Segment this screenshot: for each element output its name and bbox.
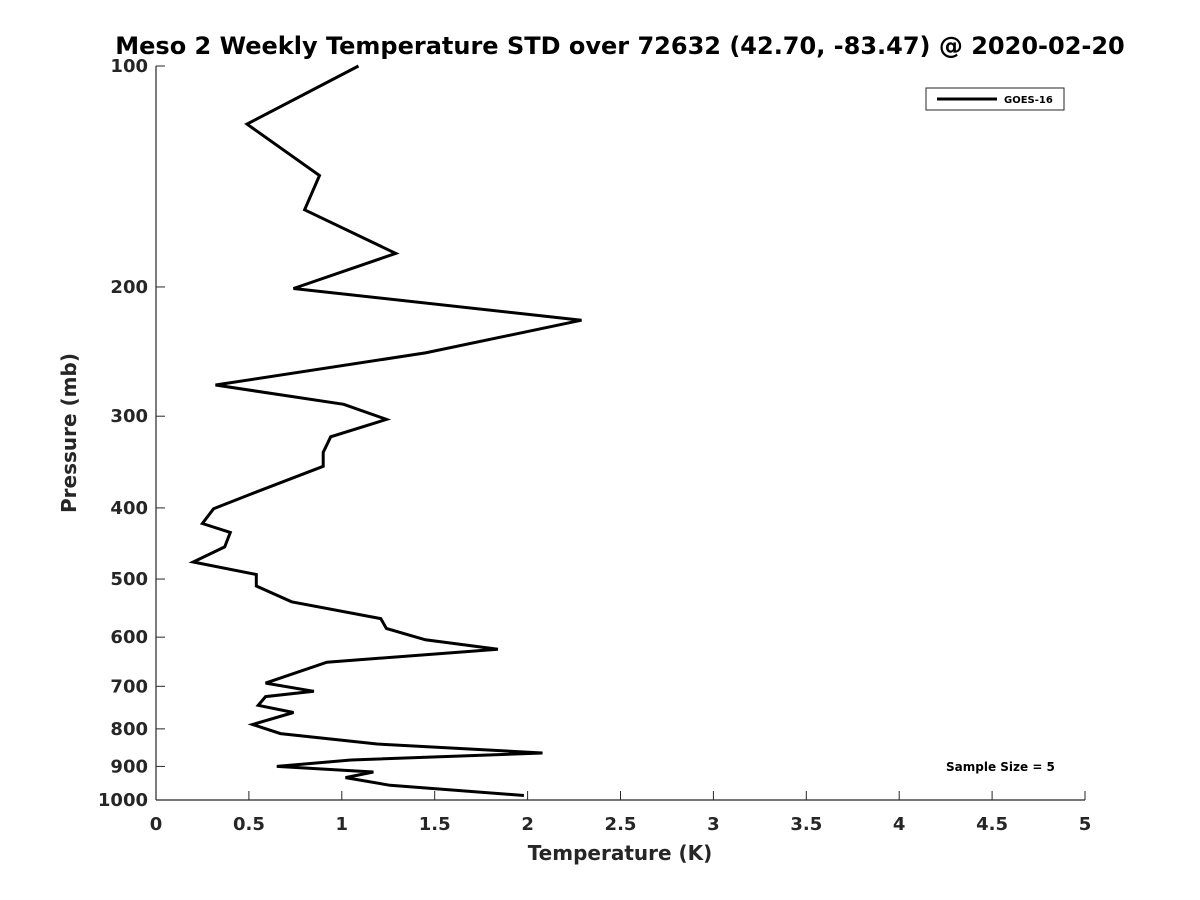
y-tick-label: 700 xyxy=(110,676,148,697)
y-axis-label: Pressure (mb) xyxy=(57,353,81,513)
y-tick-label: 800 xyxy=(110,719,148,740)
x-tick-label: 4 xyxy=(893,814,906,835)
y-tick-label: 900 xyxy=(110,756,148,777)
x-tick-label: 3 xyxy=(707,814,720,835)
x-tick-label: 4.5 xyxy=(976,814,1008,835)
y-tick-label: 1000 xyxy=(98,790,148,811)
x-tick-label: 3.5 xyxy=(790,814,822,835)
legend: GOES-16 xyxy=(925,87,1065,111)
y-tick-label: 200 xyxy=(110,277,148,298)
x-tick-label: 0 xyxy=(150,814,163,835)
x-tick-label: 2 xyxy=(521,814,534,835)
sample-size-annotation: Sample Size = 5 xyxy=(946,760,1055,774)
y-axis-ticks: 100 200 300 400 500 600 700 800 900 1000 xyxy=(98,56,165,811)
y-tick-label: 100 xyxy=(110,56,148,77)
series-line-goes-16 xyxy=(188,64,582,797)
x-tick-label: 0.5 xyxy=(233,814,265,835)
x-tick-label: 5 xyxy=(1079,814,1092,835)
x-tick-label: 1.5 xyxy=(419,814,451,835)
x-axis-ticks: 0 0.5 1 1.5 2 2.5 3 3.5 4 4.5 5 xyxy=(150,791,1092,835)
chart-title: Meso 2 Weekly Temperature STD over 72632… xyxy=(115,32,1125,60)
x-axis-label: Temperature (K) xyxy=(528,841,713,865)
x-tick-label: 1 xyxy=(336,814,349,835)
y-tick-label: 500 xyxy=(110,569,148,590)
y-tick-label: 400 xyxy=(110,498,148,519)
y-tick-label: 300 xyxy=(110,406,148,427)
series-layer xyxy=(188,64,582,797)
legend-label-goes-16: GOES-16 xyxy=(1004,95,1053,106)
y-tick-label: 600 xyxy=(110,627,148,648)
x-tick-label: 2.5 xyxy=(605,814,637,835)
